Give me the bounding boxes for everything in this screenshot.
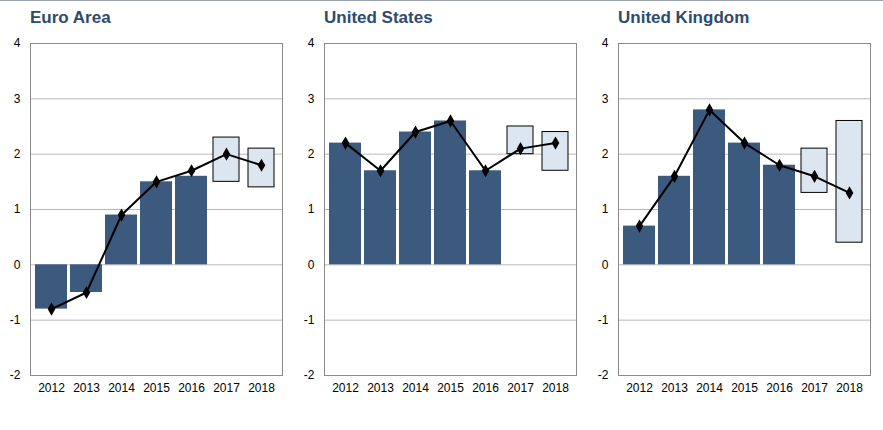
svg-text:2015: 2015 [143, 381, 170, 395]
svg-text:2014: 2014 [402, 381, 429, 395]
svg-text:3: 3 [308, 92, 315, 106]
svg-text:2016: 2016 [472, 381, 499, 395]
svg-text:1: 1 [14, 202, 21, 216]
svg-text:2016: 2016 [178, 381, 205, 395]
html-text:United States: United States [324, 8, 433, 27]
svg-text:4: 4 [308, 36, 315, 50]
svg-text:2018: 2018 [248, 381, 275, 395]
svg-text:4: 4 [14, 36, 21, 50]
svg-text:-2: -2 [598, 368, 609, 382]
svg-text:2016: 2016 [766, 381, 793, 395]
svg-text:4: 4 [602, 36, 609, 50]
svg-text:-1: -1 [304, 313, 315, 327]
svg-text:2017: 2017 [213, 381, 240, 395]
svg-text:-1: -1 [598, 313, 609, 327]
svg-text:0: 0 [14, 258, 21, 272]
svg-text:2013: 2013 [367, 381, 394, 395]
svg-text:2017: 2017 [507, 381, 534, 395]
svg-text:2013: 2013 [661, 381, 688, 395]
svg-text:2014: 2014 [108, 381, 135, 395]
svg-text:3: 3 [14, 92, 21, 106]
svg-text:-1: -1 [10, 313, 21, 327]
svg-text:2012: 2012 [38, 381, 65, 395]
svg-text:1: 1 [602, 202, 609, 216]
svg-text:2015: 2015 [437, 381, 464, 395]
svg-text:0: 0 [602, 258, 609, 272]
svg-text:2015: 2015 [731, 381, 758, 395]
svg-text:-2: -2 [10, 368, 21, 382]
svg-text:1: 1 [308, 202, 315, 216]
svg-text:2: 2 [308, 147, 315, 161]
svg-text:2012: 2012 [332, 381, 359, 395]
svg-text:2014: 2014 [696, 381, 723, 395]
svg-text:2: 2 [14, 147, 21, 161]
svg-text:2013: 2013 [73, 381, 100, 395]
html-text:United Kingdom: United Kingdom [618, 8, 750, 27]
svg-text:0: 0 [308, 258, 315, 272]
html-text:Euro Area: Euro Area [30, 8, 111, 27]
svg-text:2018: 2018 [542, 381, 569, 395]
svg-text:2018: 2018 [836, 381, 863, 395]
svg-text:2: 2 [602, 147, 609, 161]
svg-text:3: 3 [602, 92, 609, 106]
svg-text:2017: 2017 [801, 381, 828, 395]
svg-text:-2: -2 [304, 368, 315, 382]
svg-text:2012: 2012 [626, 381, 653, 395]
